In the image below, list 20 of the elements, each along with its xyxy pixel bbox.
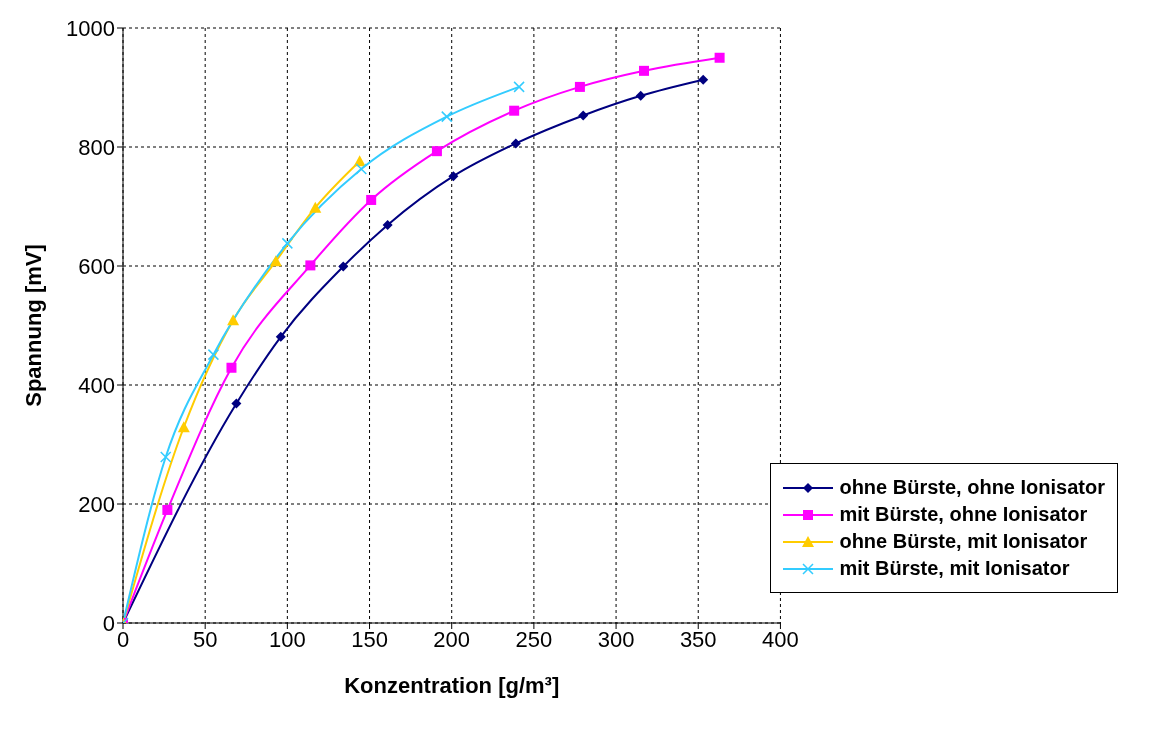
- y-tick-label: 0: [102, 610, 115, 636]
- y-tick-label: 200: [78, 491, 115, 517]
- x-tick-label: 200: [433, 626, 471, 652]
- y-axis-title: Spannung [mV]: [20, 244, 46, 407]
- x-tick-label: 400: [762, 626, 799, 652]
- y-tick-label: 800: [78, 134, 115, 160]
- y-tick-label: 400: [78, 372, 115, 398]
- x-tick-label: 250: [515, 626, 553, 652]
- legend-label: ohne Bürste, mit Ionisator: [839, 530, 1088, 553]
- x-tick-label: 50: [192, 626, 218, 652]
- y-tick-label: 1000: [66, 15, 115, 41]
- x-tick-label: 100: [269, 626, 306, 652]
- x-tick-label: 150: [351, 626, 388, 652]
- x-tick-label: 350: [679, 626, 717, 652]
- legend-label: mit Bürste, mit Ionisator: [839, 557, 1070, 580]
- x-tick-label: 300: [597, 626, 635, 652]
- legend-label: ohne Bürste, ohne Ionisator: [839, 476, 1105, 499]
- legend-label: mit Bürste, ohne Ionisator: [839, 503, 1088, 526]
- y-tick-label: 600: [78, 253, 115, 279]
- x-axis-title: Konzentration [g/m³]: [344, 673, 560, 698]
